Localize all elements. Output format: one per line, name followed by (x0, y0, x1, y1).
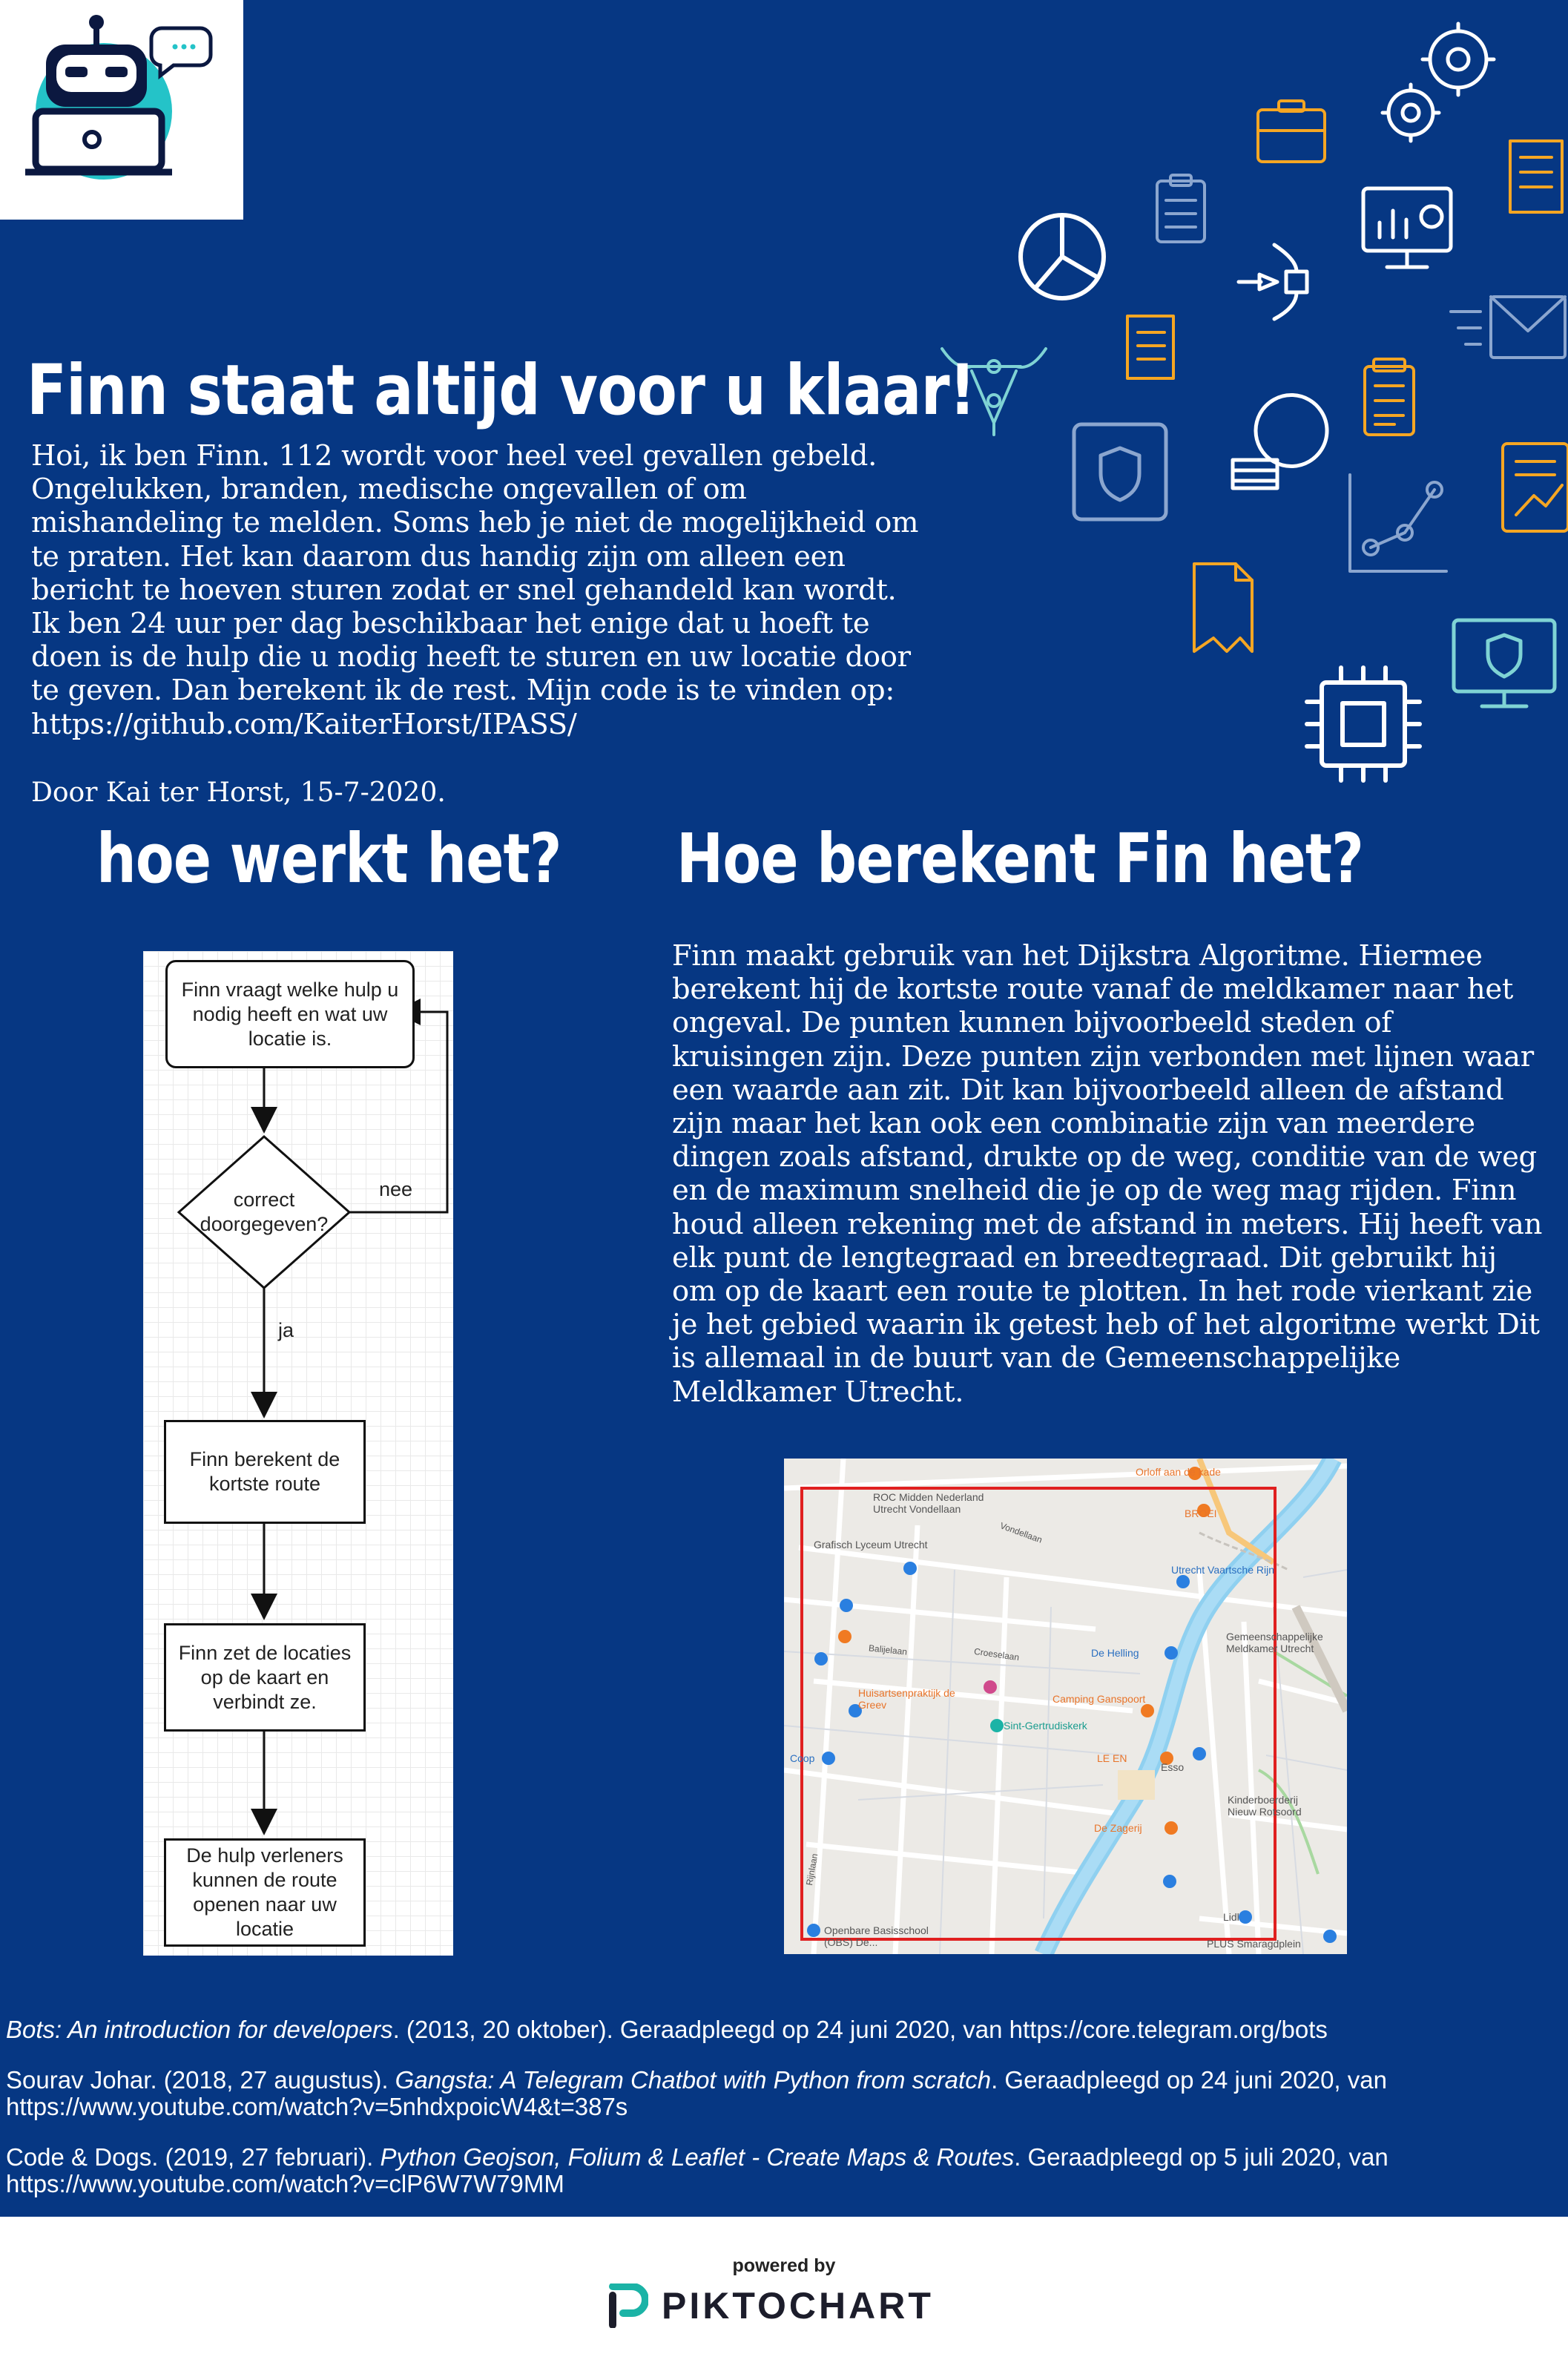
scroll-icon (1126, 315, 1175, 380)
reference-2-author: Sourav Johar. (2018, 27 augustus). (6, 2066, 395, 2094)
vector-node-icon (1236, 243, 1309, 321)
logo-box (0, 0, 243, 220)
shield-device-icon (1072, 422, 1168, 522)
map-label-esso: Esso (1161, 1761, 1185, 1773)
map-label-camping: Camping Ganspoort (1053, 1693, 1146, 1705)
flow-step-ask: Finn vraagt welke hulp u nodig heeft en … (165, 960, 415, 1068)
reference-2-title: Gangsta: A Telegram Chatbot with Python … (395, 2066, 992, 2094)
reference-1-text: . (2013, 20 oktober). Geraadpleegd op 24… (392, 2016, 1328, 2043)
reference-1-title: Bots: An introduction for developers (6, 2016, 393, 2043)
lightbulb-icon (1231, 393, 1329, 490)
map-marker-icon (807, 1467, 1337, 1943)
document-icon (1193, 562, 1254, 653)
flow-step-map: Finn zet de locaties op de kaart en verb… (164, 1623, 366, 1732)
scroll-icon (1509, 139, 1564, 214)
intro-text: Hoi, ik ben Finn. 112 wordt voor heel ve… (31, 439, 919, 741)
map-label-kinder: Kinderboerderij Nieuw Rotsoord (1228, 1794, 1302, 1818)
map-label-coop: Coop (790, 1752, 815, 1764)
map-label-helling: De Helling (1091, 1647, 1139, 1659)
reference-1: Bots: An introduction for developers. (2… (6, 2016, 1549, 2043)
gear-icon (1380, 82, 1441, 143)
page-title: Finn staat altijd voor u klaar! (27, 350, 976, 431)
byline: Door Kai ter Horst, 15-7-2020. (31, 777, 446, 808)
reference-3-text: . Geraadpleegd op 5 juli 2020, van https… (6, 2143, 1389, 2197)
flow-no-label: nee (379, 1178, 413, 1200)
pie-chart-icon (1018, 213, 1106, 300)
monitor-shield-icon (1452, 618, 1557, 708)
pen-tool-icon (941, 347, 1047, 436)
reference-3-author: Code & Dogs. (2019, 27 februari). (6, 2143, 381, 2171)
poster: Finn staat altijd voor u klaar! Hoi, ik … (0, 0, 1568, 2217)
cpu-chip-icon (1305, 665, 1422, 783)
chat-bubble-icon (149, 26, 213, 80)
piktochart-name: PIKTOCHART (662, 2285, 934, 2327)
report-icon (1501, 442, 1568, 533)
piktochart-brand[interactable]: PIKTOCHART (607, 2283, 934, 2328)
map-label-plus: PLUS Smaragdplein (1207, 1938, 1301, 1950)
map-label-orloff: Orloff aan de kade (1136, 1466, 1221, 1478)
flow-step-route-label: De hulp verleners kunnen de route openen… (186, 1844, 343, 1940)
map-label-leen: LE EN (1097, 1752, 1127, 1764)
references: Bots: An introduction for developers. (2… (6, 2016, 1549, 2217)
map-label-gemeenschappelijke: Gemeenschappelijke Meldkamer Utrecht (1226, 1631, 1323, 1654)
map-label-huisarts: Huisartsenpraktijk de Greev (858, 1687, 955, 1711)
map-roads (784, 1459, 1347, 1954)
how-it-works-heading: hoe werkt het? (96, 819, 562, 898)
flow-step-route: De hulp verleners kunnen de route openen… (164, 1838, 366, 1947)
flowchart: Finn vraagt welke hulp u nodig heeft en … (143, 951, 453, 1956)
flow-decision-label: correct doorgegeven? (200, 1188, 329, 1235)
map-label-obs: Openbare Basisschool (OBS) De... (824, 1924, 929, 1948)
map-label-broei: BROEI (1185, 1507, 1217, 1519)
flow-yes-label: ja (278, 1319, 294, 1341)
powered-by-label: powered by (732, 2255, 836, 2276)
flow-decision: correct doorgegeven? (194, 1174, 335, 1251)
monitor-chart-icon (1361, 186, 1453, 269)
flow-step-ask-label: Finn vraagt welke hulp u nodig heeft en … (181, 978, 399, 1050)
reference-3: Code & Dogs. (2019, 27 februari). Python… (6, 2144, 1549, 2197)
reference-2-text: . Geraadpleegd op 24 juni 2020, van http… (6, 2066, 1387, 2120)
briefcase-icon (1256, 99, 1326, 163)
map-label-lidl: Lidl (1223, 1911, 1239, 1923)
flow-step-map-label: Finn zet de locaties op de kaart en verb… (178, 1641, 352, 1713)
map-label-vaartsche: Utrecht Vaartsche Rijn (1171, 1564, 1275, 1576)
piktochart-logo-icon (609, 2283, 648, 2328)
robot-icon (25, 15, 213, 180)
map-label-gertrudis: Sint-Gertrudiskerk (1004, 1720, 1087, 1732)
reference-3-title: Python Geojson, Folium & Leaflet - Creat… (380, 2143, 1015, 2171)
flow-step-calculate: Finn berekent de kortste route (164, 1420, 366, 1524)
map-label-grafisch: Grafisch Lyceum Utrecht (814, 1539, 928, 1551)
report-icon (1363, 358, 1415, 436)
gear-icon (1420, 22, 1496, 97)
map-label-roc: ROC Midden Nederland Utrecht Vondellaan (873, 1491, 984, 1515)
reference-2: Sourav Johar. (2018, 27 augustus). Gangs… (6, 2067, 1549, 2120)
flowchart-connectors (177, 999, 449, 1835)
how-it-calculates-heading: Hoe berekent Fin het? (676, 819, 1364, 898)
clipboard-icon (1156, 174, 1206, 243)
map-label-zagerij: De Zagerij (1094, 1822, 1142, 1834)
test-area-map: Orloff aan de kade ROC Midden Nederland … (784, 1459, 1347, 1954)
algorithm-text: Finn maakt gebruik van het Dijkstra Algo… (672, 939, 1543, 1409)
flow-step-calculate-label: Finn berekent de kortste route (189, 1448, 340, 1495)
envelope-icon (1449, 295, 1567, 359)
icon-cluster (941, 22, 1568, 783)
line-chart-icon (1348, 473, 1448, 573)
